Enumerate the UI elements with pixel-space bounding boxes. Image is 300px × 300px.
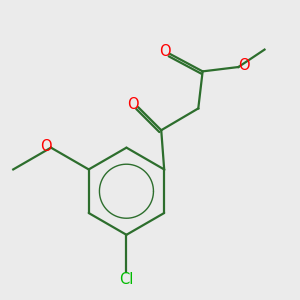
Text: Cl: Cl [119,272,134,287]
Text: O: O [127,97,139,112]
Text: O: O [40,139,52,154]
Text: O: O [238,58,250,73]
Text: O: O [159,44,171,59]
